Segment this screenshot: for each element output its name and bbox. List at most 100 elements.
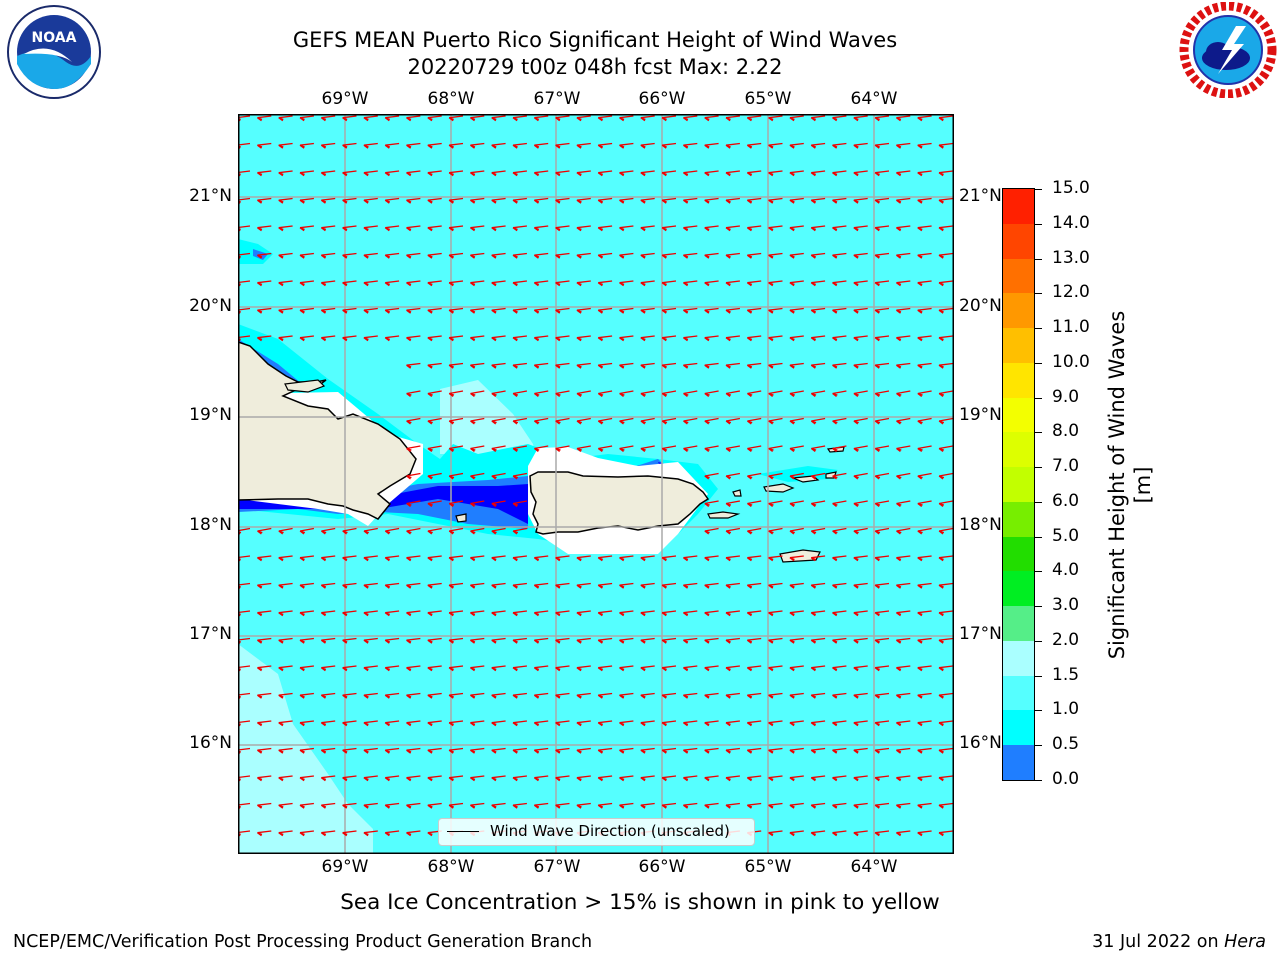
colorbar-tick-label: 1.5	[1052, 664, 1080, 685]
wind-arrow	[640, 307, 655, 314]
wind-arrow	[491, 280, 506, 287]
wind-arrow	[725, 417, 741, 425]
wind-arrow	[832, 665, 847, 672]
colorbar-tick-label: 13.0	[1052, 247, 1090, 268]
wind-arrow	[427, 747, 442, 754]
wind-arrow	[725, 637, 740, 644]
wind-arrow	[917, 142, 932, 149]
wind-arrow	[853, 280, 868, 287]
wind-arrow	[278, 142, 293, 149]
wind-arrow	[384, 775, 400, 782]
wind-arrow	[342, 747, 357, 754]
wind-arrow	[257, 252, 272, 259]
wind-arrow	[406, 527, 421, 535]
wind-arrow	[320, 610, 336, 617]
wind-arrow	[832, 500, 847, 508]
colorbar-tick-mark	[1035, 467, 1042, 469]
wind-arrow	[874, 830, 890, 837]
wind-arrow	[683, 335, 698, 342]
wind-arrow	[576, 170, 591, 177]
wind-arrow	[534, 417, 549, 425]
colorbar-tick-label: 9.0	[1052, 386, 1080, 407]
wind-arrow	[789, 692, 804, 699]
wind-arrow	[896, 445, 911, 453]
lon-label: 67°W	[533, 89, 581, 109]
wind-arrow	[320, 555, 336, 562]
chart-title-line1: GEFS MEAN Puerto Rico Significant Height…	[292, 28, 898, 52]
wind-arrow	[384, 747, 400, 754]
wind-arrow	[470, 720, 485, 727]
wind-arrow	[640, 555, 655, 562]
wind-arrow	[555, 692, 570, 699]
wind-arrow	[810, 775, 826, 782]
wind-arrow	[810, 445, 826, 453]
wind-arrow	[661, 802, 677, 809]
wind-arrow	[342, 170, 357, 177]
wind-arrow	[725, 775, 740, 782]
wind-arrow	[874, 775, 890, 782]
wind-arrow	[853, 747, 868, 754]
wind-arrow	[683, 555, 698, 562]
wind-arrow	[938, 445, 954, 453]
wind-arrow	[533, 170, 549, 177]
wind-arrow	[640, 665, 655, 672]
wind-arrow	[640, 225, 655, 232]
wind-arrow	[597, 170, 613, 177]
wind-arrow	[299, 637, 314, 644]
wind-arrow	[619, 142, 634, 149]
wind-arrow	[320, 665, 336, 672]
wind-arrow	[640, 280, 655, 287]
wind-arrow	[320, 747, 336, 754]
wind-arrow	[555, 280, 570, 287]
wind-arrow	[747, 527, 762, 535]
footer-date: 31 Jul 2022 on	[1092, 932, 1225, 952]
colorbar-tick-label: 11.0	[1052, 317, 1090, 338]
wind-arrow	[896, 747, 911, 754]
lat-label: 19°N	[959, 405, 1002, 425]
wind-arrow	[810, 637, 826, 644]
colorbar-segment	[1003, 606, 1034, 642]
wind-arrow	[448, 445, 464, 453]
colorbar-tick-mark	[1035, 571, 1042, 573]
wind-arrow	[406, 720, 421, 727]
wind-arrow	[384, 720, 400, 727]
wind-arrow	[789, 335, 804, 342]
wind-arrow	[278, 802, 293, 809]
wind-arrow	[555, 802, 570, 809]
wind-arrow	[661, 170, 677, 177]
wind-arrow	[363, 335, 378, 342]
wind-arrow	[470, 637, 485, 644]
wind-arrow	[640, 692, 655, 699]
wind-arrow	[533, 582, 549, 589]
wind-arrow	[512, 582, 527, 589]
wind-arrow	[938, 472, 954, 480]
wind-arrow	[555, 637, 570, 644]
wind-arrow	[810, 335, 826, 342]
wind-arrow	[832, 555, 847, 562]
wind-arrow	[640, 362, 655, 369]
wind-arrow	[768, 307, 783, 314]
wind-arrow	[299, 142, 314, 149]
wind-arrow	[512, 142, 527, 149]
wind-arrow	[299, 335, 314, 342]
wind-arrow	[704, 362, 719, 369]
wind-arrow	[619, 692, 634, 699]
wind-arrow	[555, 775, 570, 782]
wind-arrow	[917, 252, 932, 259]
wind-arrow	[768, 170, 783, 177]
wind-arrow	[491, 472, 506, 480]
wind-arrow	[448, 362, 464, 369]
wind-arrow	[384, 692, 400, 699]
wind-arrow	[917, 555, 932, 562]
wind-arrow	[491, 307, 506, 314]
wind-arrow	[789, 280, 804, 287]
wind-arrow	[427, 170, 442, 177]
wind-arrow	[512, 280, 527, 287]
wind-arrow	[533, 555, 549, 562]
land-mona	[455, 513, 467, 523]
wind-arrow	[661, 115, 677, 122]
wind-arrow	[299, 527, 315, 535]
wind-arrow	[661, 582, 677, 589]
wind-arrow	[257, 665, 272, 672]
map-frame	[238, 114, 954, 854]
